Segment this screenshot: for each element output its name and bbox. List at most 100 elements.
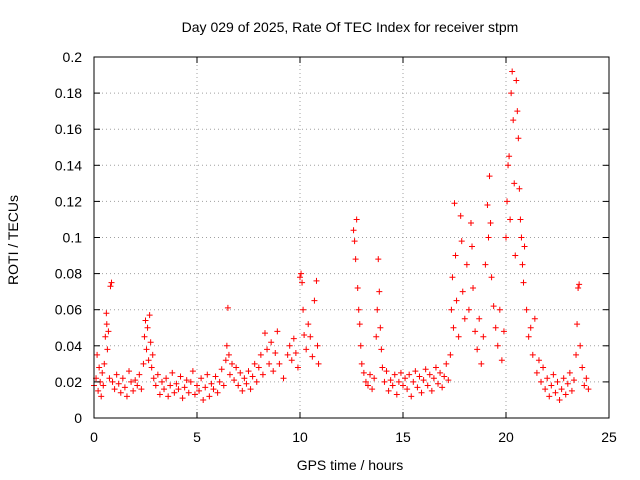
data-point: [103, 321, 110, 328]
data-point: [474, 346, 481, 353]
data-point: [486, 173, 493, 180]
data-point: [237, 369, 244, 376]
data-point: [488, 274, 495, 281]
data-point: [579, 364, 586, 371]
data-point: [529, 351, 536, 358]
data-point: [351, 238, 358, 245]
y-tick-label: 0.18: [55, 85, 82, 101]
data-point: [286, 342, 293, 349]
data-point: [517, 216, 524, 223]
data-point: [492, 324, 499, 331]
data-point: [508, 90, 515, 97]
data-point: [268, 339, 275, 346]
plot-frame: [93, 56, 610, 419]
data-point: [259, 371, 266, 378]
data-point: [108, 279, 115, 286]
data-point: [130, 387, 137, 394]
data-point: [369, 386, 376, 393]
data-point: [568, 387, 575, 394]
data-point: [161, 386, 168, 393]
data-point: [357, 342, 364, 349]
data-point: [311, 297, 318, 304]
data-point: [255, 364, 262, 371]
data-point: [354, 285, 361, 292]
y-tick-label: 0.06: [55, 302, 82, 318]
data-point: [377, 324, 384, 331]
y-tick-label: 0.16: [55, 121, 82, 137]
data-point: [400, 382, 406, 389]
data-point: [518, 234, 525, 241]
data-point: [546, 393, 553, 400]
data-point: [391, 371, 398, 378]
y-tick-label: 0.2: [63, 49, 83, 65]
data-point: [150, 375, 157, 382]
data-point: [514, 108, 521, 115]
data-point: [422, 366, 429, 373]
data-point: [482, 261, 489, 268]
data-point: [449, 274, 456, 281]
data-point: [208, 380, 215, 387]
data-point: [467, 220, 474, 227]
data-point: [165, 393, 172, 400]
data-point: [249, 373, 256, 380]
data-points: [91, 68, 592, 403]
data-point: [424, 382, 431, 389]
data-point: [375, 256, 382, 263]
data-point: [261, 330, 268, 337]
data-point: [290, 335, 297, 342]
data-point: [179, 395, 186, 402]
data-point: [515, 135, 522, 142]
data-point: [457, 212, 464, 219]
data-point: [284, 351, 291, 358]
data-point: [216, 378, 223, 385]
data-point: [266, 360, 273, 367]
data-point: [358, 360, 365, 367]
data-point: [294, 364, 301, 371]
data-point: [292, 350, 299, 357]
data-point: [575, 285, 582, 292]
data-point: [469, 243, 476, 250]
data-point: [376, 288, 383, 295]
data-point: [314, 342, 321, 349]
data-point: [420, 377, 427, 384]
x-tick-label: 20: [498, 429, 514, 445]
data-point: [140, 360, 147, 367]
data-point: [102, 333, 109, 340]
data-point: [463, 261, 470, 268]
data-point: [441, 373, 448, 380]
data-point: [519, 261, 526, 268]
data-point: [430, 375, 437, 382]
data-point: [99, 369, 106, 376]
data-point: [576, 281, 583, 288]
data-point: [299, 279, 306, 286]
data-point: [544, 375, 551, 382]
data-point: [163, 375, 170, 382]
data-point: [490, 303, 497, 310]
data-point: [173, 380, 180, 387]
data-point: [465, 306, 472, 313]
chart-title: Day 029 of 2025, Rate Of TEC Index for r…: [182, 19, 519, 35]
data-point: [303, 346, 310, 353]
data-point: [443, 360, 450, 367]
data-point: [280, 375, 287, 382]
data-point: [96, 364, 103, 371]
data-point: [500, 328, 507, 335]
data-point: [404, 386, 411, 393]
data-point: [149, 351, 156, 358]
data-point: [253, 378, 260, 385]
data-point: [476, 315, 483, 322]
data-point: [313, 277, 320, 284]
data-point: [583, 375, 590, 382]
data-point: [487, 220, 494, 227]
data-point: [107, 283, 114, 290]
data-point: [437, 369, 444, 376]
data-point: [450, 324, 457, 331]
data-point: [564, 380, 571, 387]
x-axis-label: GPS time / hours: [297, 457, 404, 473]
data-point: [367, 371, 374, 378]
data-point: [527, 324, 534, 331]
x-tick-label: 10: [292, 429, 308, 445]
data-point: [504, 198, 511, 205]
data-point: [512, 252, 519, 259]
data-point: [142, 317, 149, 324]
